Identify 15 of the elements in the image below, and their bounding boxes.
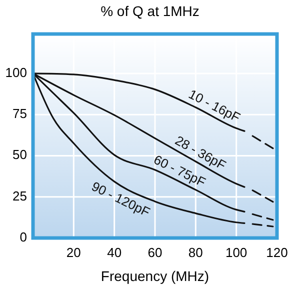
x-tick-label: 60 <box>148 245 162 260</box>
y-tick-label: 25 <box>12 188 27 204</box>
text: 10 - 16pF <box>186 86 243 126</box>
x-tick-label: 120 <box>266 245 288 260</box>
x-tick-label: 80 <box>188 245 203 260</box>
y-tick-label: 50 <box>12 147 27 162</box>
x-tick-label: 100 <box>225 245 248 260</box>
x-tick-label: 20 <box>66 245 81 260</box>
y-tick-label: 0 <box>20 229 27 244</box>
x-axis-title: Frequency (MHz) <box>100 268 210 284</box>
y-tick-label: 75 <box>12 106 27 122</box>
x-tick-label: 40 <box>107 245 122 260</box>
text: 90 - 120pF <box>89 178 152 220</box>
y-tick-label: 100 <box>5 64 27 80</box>
chart-title: % of Q at 1MHz <box>100 3 200 19</box>
